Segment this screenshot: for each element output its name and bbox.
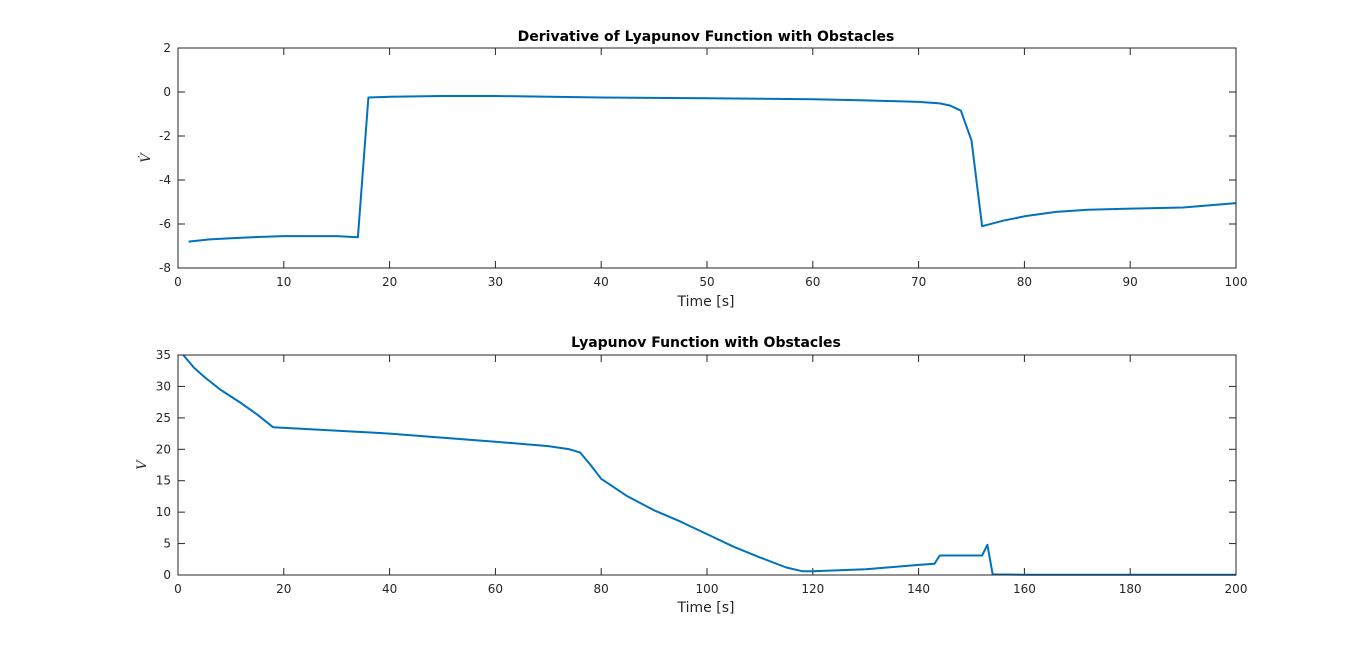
plot-derivative-lyapunov: Derivative of Lyapunov Function with Obs… bbox=[138, 29, 1248, 310]
y-tick-label: 35 bbox=[156, 348, 171, 362]
x-tick-label: 60 bbox=[805, 275, 820, 289]
y-tick-label: 30 bbox=[156, 379, 171, 393]
x-tick-label: 100 bbox=[696, 582, 719, 596]
x-tick-label: 20 bbox=[382, 275, 397, 289]
x-tick-label: 160 bbox=[1013, 582, 1036, 596]
y-tick-label: -4 bbox=[159, 173, 171, 187]
x-tick-label: 0 bbox=[174, 275, 182, 289]
x-tick-label: 40 bbox=[382, 582, 397, 596]
x-tick-label: 50 bbox=[699, 275, 714, 289]
axes-frame bbox=[177, 354, 1237, 576]
series-line bbox=[182, 354, 1236, 576]
x-axis-label: Time [s] bbox=[677, 600, 735, 616]
x-axis-label: Time [s] bbox=[677, 294, 735, 310]
y-tick-label: 10 bbox=[156, 505, 171, 519]
x-tick-label: 180 bbox=[1119, 582, 1142, 596]
x-tick-label: 30 bbox=[488, 275, 503, 289]
y-tick-label: -2 bbox=[159, 129, 171, 143]
x-tick-label: 0 bbox=[174, 582, 182, 596]
x-tick-label: 10 bbox=[276, 275, 291, 289]
series-line bbox=[188, 95, 1237, 243]
x-tick-label: 120 bbox=[801, 582, 824, 596]
x-tick-label: 60 bbox=[488, 582, 503, 596]
y-tick-label: 5 bbox=[163, 537, 171, 551]
plot-title: Lyapunov Function with Obstacles bbox=[571, 335, 841, 351]
x-tick-label: 70 bbox=[911, 275, 926, 289]
x-tick-label: 100 bbox=[1225, 275, 1248, 289]
plot-lyapunov: Lyapunov Function with Obstacles Time [s… bbox=[135, 335, 1247, 616]
y-tick-label: 0 bbox=[163, 85, 171, 99]
axes-frame bbox=[177, 47, 1237, 269]
x-tick-label: 90 bbox=[1123, 275, 1138, 289]
x-tick-label: 80 bbox=[1017, 275, 1032, 289]
y-tick-label: 2 bbox=[163, 41, 171, 55]
y-axis-label: V bbox=[135, 459, 150, 470]
x-tick-label: 140 bbox=[907, 582, 930, 596]
y-tick-label: 20 bbox=[156, 442, 171, 456]
plot-title: Derivative of Lyapunov Function with Obs… bbox=[518, 29, 895, 45]
y-tick-label: 0 bbox=[163, 568, 171, 582]
y-axis-label: V̇ bbox=[138, 152, 154, 163]
x-tick-label: 20 bbox=[276, 582, 291, 596]
x-tick-label: 80 bbox=[594, 582, 609, 596]
ticks: 0 20 40 60 80 100 120 140 160 180 200 0 5 10 15 20 25 30 3… bbox=[156, 348, 1248, 596]
y-tick-label: -8 bbox=[159, 261, 171, 275]
ticks: 0 10 20 30 40 50 60 70 80 90 100 -8 -6 -4 -2 0 2 bbox=[159, 41, 1247, 289]
y-tick-label: 15 bbox=[156, 474, 171, 488]
x-tick-label: 40 bbox=[594, 275, 609, 289]
y-tick-label: 25 bbox=[156, 411, 171, 425]
y-tick-label: -6 bbox=[159, 217, 171, 231]
x-tick-label: 200 bbox=[1225, 582, 1248, 596]
